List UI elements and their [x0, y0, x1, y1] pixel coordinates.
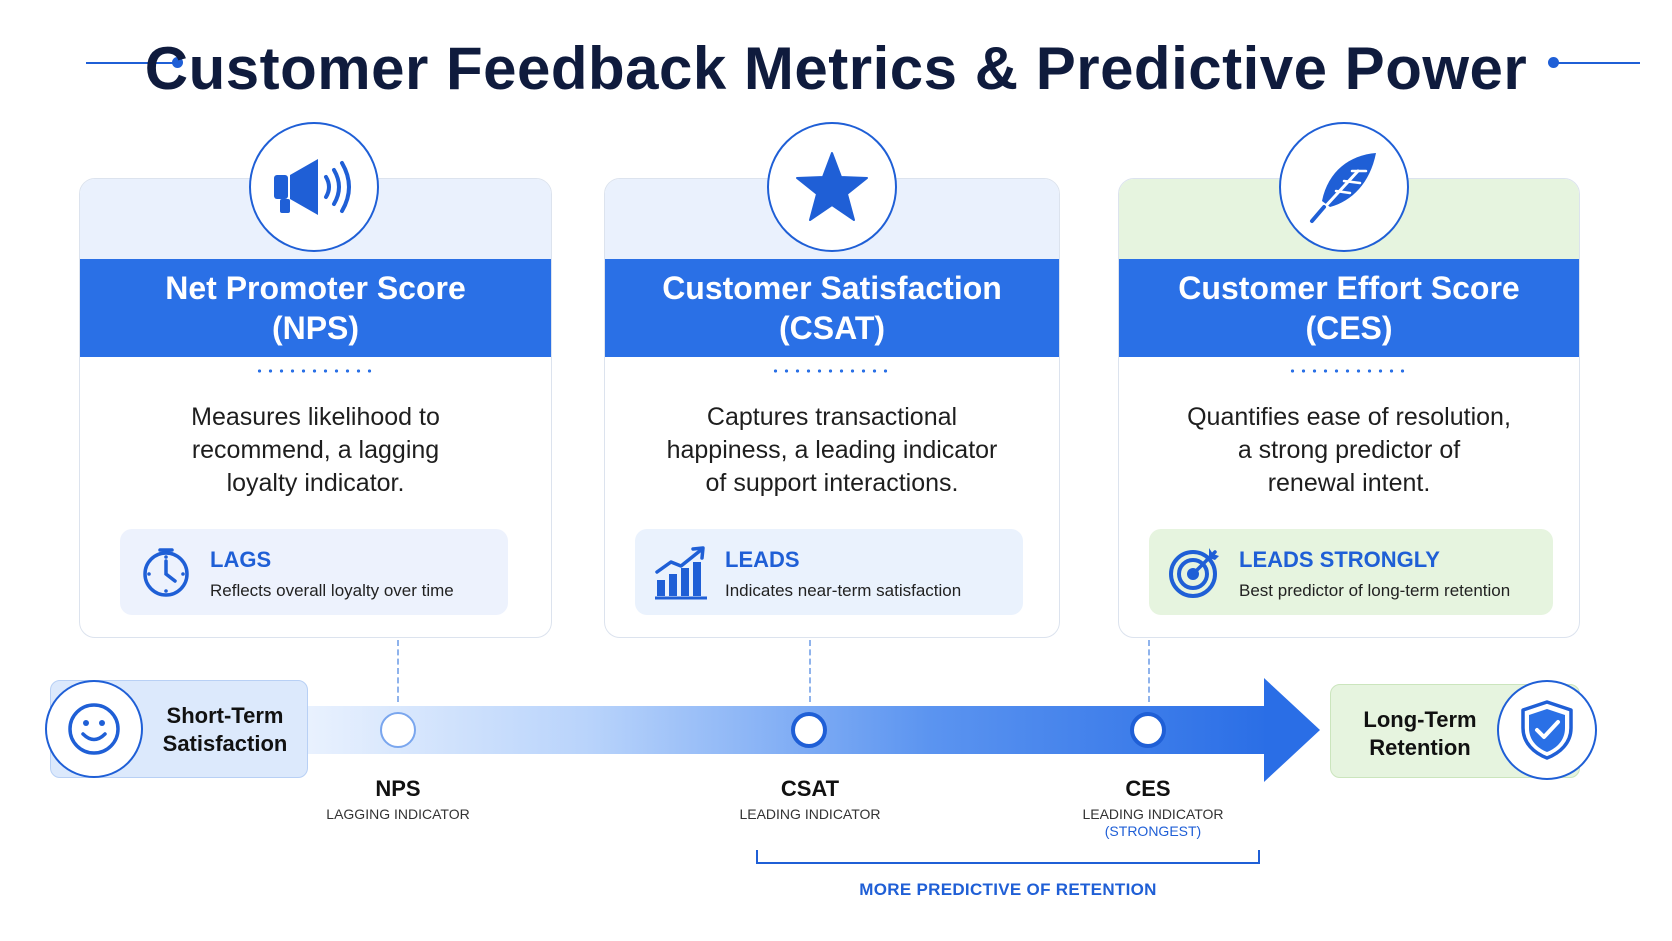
timeline-arrowhead — [1264, 678, 1320, 782]
desc-line: a strong predictor of — [1237, 436, 1461, 464]
label-line: Long-Term — [1363, 707, 1477, 732]
feather-icon-circle — [1279, 122, 1409, 252]
bracket-label: MORE PREDICTIVE OF RETENTION — [859, 880, 1157, 899]
card-title-line1: Customer Satisfaction — [662, 270, 1002, 306]
badge-leads-strongly: LEADS STRONGLY Best predictor of long-te… — [1149, 529, 1553, 615]
star-icon-circle — [767, 122, 897, 252]
page-title: Customer Feedback Metrics & Predictive P… — [144, 35, 1528, 102]
timeline-label-nps: NPS — [375, 776, 421, 801]
timeline-node-nps — [380, 712, 416, 748]
desc-line: recommend, a lagging — [191, 436, 440, 464]
card-description: Quantifies ease of resolution, a strong … — [1139, 401, 1559, 500]
card-header: Customer Effort Score (CES) — [1119, 259, 1579, 357]
badge-title: LEADS — [725, 547, 800, 572]
card-header: Customer Satisfaction (CSAT) — [605, 259, 1059, 357]
badge-lags: LAGS Reflects overall loyalty over time — [120, 529, 508, 615]
label-line: Satisfaction — [162, 731, 288, 756]
title-row: Customer Feedback Metrics & Predictive P… — [0, 24, 1672, 104]
shield-check-icon — [1521, 700, 1573, 760]
timeline-node-ces — [1130, 712, 1166, 748]
growth-chart-icon — [655, 546, 707, 600]
card-title-line2: (CSAT) — [778, 310, 886, 346]
title-line-left — [86, 62, 176, 64]
card-title-line1: Net Promoter Score — [165, 270, 466, 306]
timeline-label-csat: CSAT — [780, 776, 840, 801]
card-title-line2: (CES) — [1305, 310, 1393, 346]
card-header: Net Promoter Score (NPS) — [80, 259, 551, 357]
dotted-separator — [253, 369, 378, 373]
badge-subtitle: Best predictor of long-term retention — [1239, 581, 1511, 600]
card-nps: Net Promoter Score (NPS) Measures likeli… — [79, 178, 552, 638]
badge-subtitle: Indicates near-term satisfaction — [725, 581, 962, 600]
connector-csat — [809, 640, 811, 702]
connector-ces — [1148, 640, 1150, 702]
label-line: Retention — [1369, 735, 1471, 760]
timeline-sub-nps: LAGGING INDICATOR — [326, 806, 470, 822]
dotted-separator — [770, 369, 894, 373]
shield-icon-circle — [1497, 680, 1597, 780]
megaphone-icon-circle — [249, 122, 379, 252]
desc-line: of support interactions. — [705, 469, 959, 497]
clock-icon — [143, 548, 189, 597]
star-icon — [796, 152, 868, 221]
connector-nps — [397, 640, 399, 702]
title-dot-left — [172, 57, 183, 68]
badge-subtitle: Reflects overall loyalty over time — [210, 581, 454, 600]
timeline-bar — [300, 706, 1270, 754]
timeline-sub-csat: LEADING INDICATOR — [739, 806, 881, 822]
smiley-icon — [68, 703, 120, 755]
desc-line: renewal intent. — [1267, 469, 1431, 497]
smiley-icon-circle — [45, 680, 143, 778]
feather-icon — [1310, 153, 1376, 223]
card-description: Captures transactional happiness, a lead… — [625, 401, 1039, 500]
desc-line: Quantifies ease of resolution, — [1187, 403, 1511, 431]
card-description: Measures likelihood to recommend, a lagg… — [100, 401, 531, 500]
badge-title: LEADS STRONGLY — [1239, 547, 1440, 572]
badge-leads: LEADS Indicates near-term satisfaction — [635, 529, 1023, 615]
predictive-bracket — [756, 850, 1260, 864]
title-line-right — [1556, 62, 1640, 64]
timeline-node-csat — [791, 712, 827, 748]
timeline-label-ces: CES — [1125, 776, 1171, 801]
badge-title: LAGS — [210, 547, 272, 572]
timeline-sub-ces-strongest: (STRONGEST) — [1104, 823, 1202, 839]
desc-line: loyalty indicator. — [226, 469, 405, 497]
short-term-label: Short-Term Satisfaction — [150, 702, 300, 758]
card-title-line2: (NPS) — [271, 310, 360, 346]
dotted-separator — [1287, 369, 1411, 373]
target-icon — [1169, 548, 1219, 598]
long-term-label: Long-Term Retention — [1345, 706, 1495, 762]
timeline-sub-ces: LEADING INDICATOR — [1082, 806, 1224, 822]
card-title-line1: Customer Effort Score — [1178, 270, 1520, 306]
megaphone-icon — [274, 159, 351, 215]
desc-line: happiness, a leading indicator — [666, 436, 998, 464]
label-line: Short-Term — [166, 703, 284, 728]
desc-line: Measures likelihood to — [191, 403, 440, 431]
title-dot-right — [1548, 57, 1559, 68]
desc-line: Captures transactional — [706, 403, 958, 431]
